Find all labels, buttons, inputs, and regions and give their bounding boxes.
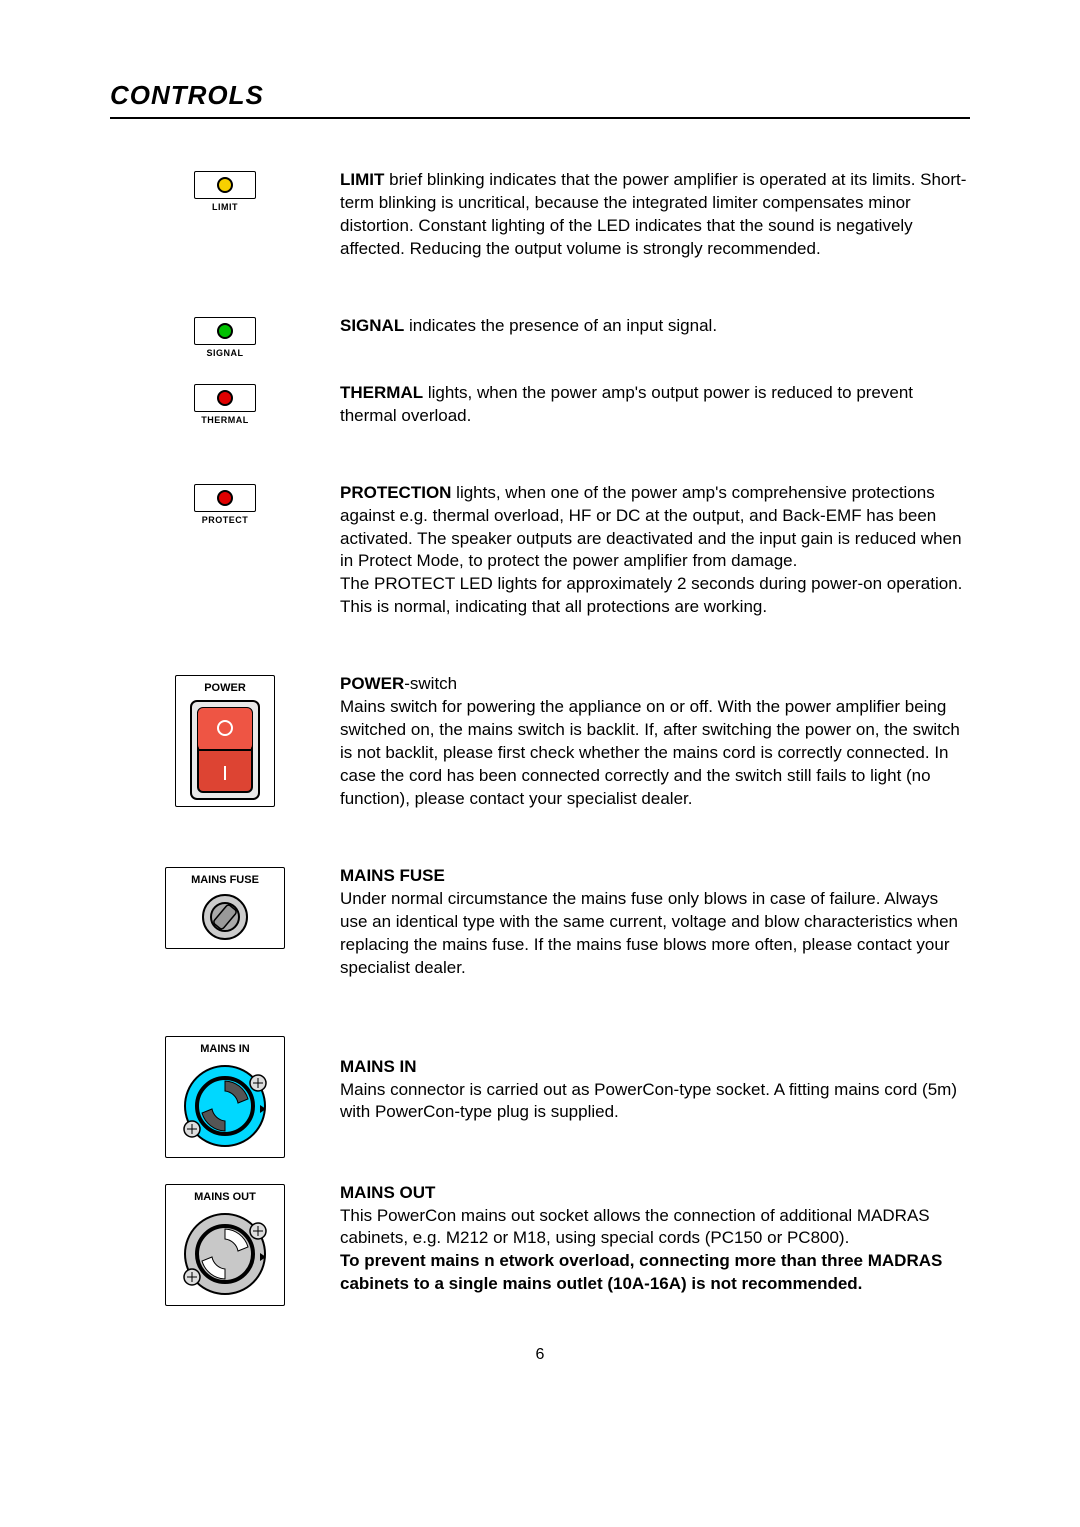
signal-led-label: SIGNAL — [206, 348, 243, 358]
row-signal: SIGNAL SIGNAL indicates the presence of … — [110, 315, 970, 358]
powercon-out-icon — [180, 1209, 270, 1299]
led-indicator — [217, 490, 233, 506]
fuse-text: MAINS FUSE Under normal circumstance the… — [340, 865, 970, 980]
mains-in-text: MAINS IN Mains connector is carried out … — [340, 1034, 970, 1125]
limit-led-icon — [194, 171, 256, 199]
row-thermal: THERMAL THERMAL lights, when the power a… — [110, 382, 970, 428]
signal-led-icon — [194, 317, 256, 345]
row-mains-in: MAINS IN MAINS IN Mains connector is car… — [110, 1034, 970, 1158]
led-indicator — [217, 177, 233, 193]
mains-out-icon: MAINS OUT — [165, 1184, 285, 1306]
page-number: 6 — [110, 1346, 970, 1364]
mains-out-text: MAINS OUT This PowerCon mains out socket… — [340, 1182, 970, 1297]
thermal-text: THERMAL lights, when the power amp's out… — [340, 382, 970, 428]
mains-fuse-icon: MAINS FUSE — [165, 867, 285, 949]
mains-in-icon: MAINS IN — [165, 1036, 285, 1158]
row-protect: PROTECT PROTECTION lights, when one of t… — [110, 482, 970, 620]
led-indicator — [217, 390, 233, 406]
row-fuse: MAINS FUSE MAINS FUSE Under normal circu… — [110, 865, 970, 980]
power-switch-icon: POWER — [175, 675, 275, 807]
rocker-switch-icon — [190, 700, 260, 800]
thermal-led-label: THERMAL — [201, 415, 249, 425]
row-limit: LIMIT LIMIT brief blinking indicates tha… — [110, 169, 970, 261]
powercon-in-icon — [180, 1061, 270, 1151]
protect-text: PROTECTION lights, when one of the power… — [340, 482, 970, 620]
thermal-led-icon — [194, 384, 256, 412]
page-title: CONTROLS — [110, 80, 970, 119]
protect-led-label: PROTECT — [202, 515, 249, 525]
limit-led-label: LIMIT — [212, 202, 238, 212]
row-mains-out: MAINS OUT MAINS OUT This PowerCon mains … — [110, 1182, 970, 1306]
power-text: POWER-switch Mains switch for powering t… — [340, 673, 970, 811]
signal-text: SIGNAL indicates the presence of an inpu… — [340, 315, 970, 338]
protect-led-icon — [194, 484, 256, 512]
row-power: POWER POWER-switch Mains switch for powe… — [110, 673, 970, 811]
led-indicator — [217, 323, 233, 339]
limit-text: LIMIT brief blinking indicates that the … — [340, 169, 970, 261]
fuse-holder-icon — [200, 892, 250, 942]
